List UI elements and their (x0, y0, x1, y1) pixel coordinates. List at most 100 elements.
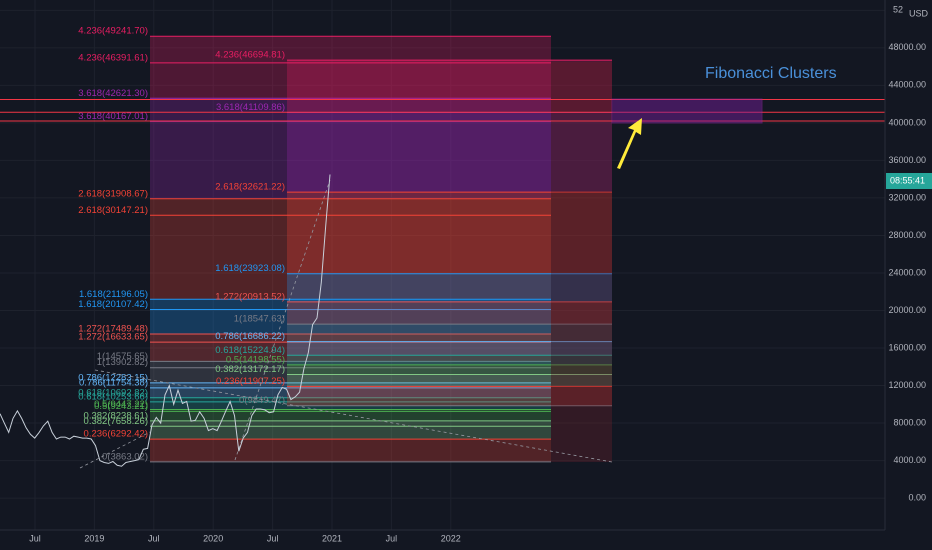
x-tick-label: Jul (267, 533, 279, 543)
fib-label: 4.236(46391.61) (78, 52, 148, 63)
price-line (0, 174, 331, 467)
axis-labels: 0.00 4000.00 8000.00 12000.00 16000.00 20000.… (29, 5, 926, 544)
fib-band (287, 355, 612, 365)
fib-label: 1(13902.82) (97, 357, 148, 368)
x-tick-label: Jul (148, 533, 160, 543)
fib-band (287, 301, 612, 325)
fib-label: 0.382(8238.61) (84, 410, 148, 421)
fib-label: 0.382(7658.26) (84, 416, 148, 427)
grid (0, 0, 885, 530)
fib-band (150, 342, 551, 362)
fib-band (150, 36, 551, 63)
fib-label: 3.618(40167.01) (78, 111, 148, 122)
y-tick-label: 12000.00 (888, 380, 926, 390)
x-tick-label: 2022 (441, 533, 461, 543)
fib-label: 4.236(49241.70) (78, 26, 148, 37)
fib-label: 0.5(9447.22) (94, 399, 148, 410)
fib-band (150, 426, 551, 440)
fib-band (287, 386, 612, 406)
price-series (0, 174, 331, 467)
fib-label: 0(3863.02) (102, 451, 148, 462)
fib-band (150, 409, 551, 412)
price-axis (885, 0, 932, 550)
shade (551, 62, 612, 462)
fib-band (287, 324, 612, 342)
fib-label: 1.618(21196.05) (79, 289, 148, 300)
y-tick-label: 36000.00 (888, 155, 926, 165)
fib-label: 0.236(6292.42) (84, 429, 148, 440)
fib-band (287, 192, 612, 274)
countdown: 08:55:41 (890, 175, 925, 185)
fib-band (150, 387, 551, 398)
fib-band (287, 60, 612, 113)
fib-label: 1.618(20107.42) (78, 299, 148, 310)
trendline (79, 431, 151, 469)
arrow (617, 118, 642, 169)
fib-label: 1(18547.63) (234, 314, 285, 325)
x-tick-label: Jul (386, 533, 398, 543)
fib-band (150, 439, 551, 462)
fib-label: 0.5(14198.55) (226, 354, 285, 365)
y-tick-label: 4000.00 (893, 455, 926, 465)
fib-label: 0.618(15224.94) (215, 345, 285, 356)
fib-label: 0.618(10692.82) (78, 387, 148, 398)
fib-band (150, 299, 551, 310)
fib-band (150, 98, 551, 122)
countdown-tag (886, 173, 932, 189)
y-tick-label: 28000.00 (888, 230, 926, 240)
fib-band (287, 112, 612, 193)
fib-band (150, 367, 551, 383)
fib-label: 1.618(23923.08) (215, 263, 285, 274)
fib-label: 2.618(32621.22) (215, 182, 285, 193)
fib-band (150, 121, 551, 199)
fib-label: 1(14575.65) (97, 351, 148, 362)
fib-label: 0.5(9243.21) (94, 401, 148, 412)
y-tick-label: 32000.00 (888, 192, 926, 202)
x-tick-label: 2019 (84, 533, 104, 543)
fib-band (287, 374, 612, 387)
fib-label: 1.272(16633.65) (78, 332, 148, 343)
fib-label: 0.382(13172.17) (215, 364, 285, 375)
fib-label: 0.786(16686.22) (215, 331, 285, 342)
x-tick-label: 2021 (322, 533, 342, 543)
y-tick-label: 8000.00 (893, 417, 926, 427)
fib-label: 0.786(11754.38) (79, 377, 148, 388)
fib-label: 3.618(42621.30) (78, 88, 148, 99)
y-tick-label: 0.00 (908, 492, 926, 502)
y-tick-label: 52 (893, 5, 903, 15)
fib-label: 3.618(41109.86) (216, 102, 285, 113)
y-tick-label: 20000.00 (888, 305, 926, 315)
fib-band (150, 334, 551, 343)
fib-band (287, 341, 612, 356)
cluster-box (611, 98, 763, 124)
y-tick-label: 44000.00 (888, 80, 926, 90)
fib-label: 0.236(11907.25) (216, 376, 285, 387)
axis-unit: USD (909, 8, 929, 18)
fib-label: 0.618(10253.66) (78, 391, 148, 402)
fib-drawings: 4.236(49241.70) 4.236(46391.61) 3.618(4262… (78, 26, 612, 462)
fib-band (150, 309, 551, 335)
fib-band (150, 420, 551, 427)
fib-band (150, 397, 551, 402)
y-tick-label: 48000.00 (888, 42, 926, 52)
fib-label: 2.618(31908.67) (78, 188, 148, 199)
fib-band (287, 273, 612, 302)
fib-band (287, 364, 612, 375)
fib-band (150, 198, 551, 216)
fib-label: 0.786(12283.15) (78, 372, 148, 383)
fib-band (150, 215, 551, 300)
y-tick-label: 24000.00 (888, 267, 926, 277)
fib-band (150, 62, 551, 99)
trendline (234, 179, 331, 461)
fib-label: 4.236(46694.81) (215, 50, 285, 61)
y-tick-label: 16000.00 (888, 342, 926, 352)
x-tick-label: Jul (29, 533, 41, 543)
annotation: Fibonacci Clusters (705, 65, 837, 82)
fib-label: 1.272(17489.48) (78, 324, 148, 335)
fib-label: 0(9849.47) (239, 395, 285, 406)
fib-label: 2.618(30147.21) (78, 205, 148, 216)
fib-band (150, 411, 551, 421)
y-tick-label: 40000.00 (888, 117, 926, 127)
